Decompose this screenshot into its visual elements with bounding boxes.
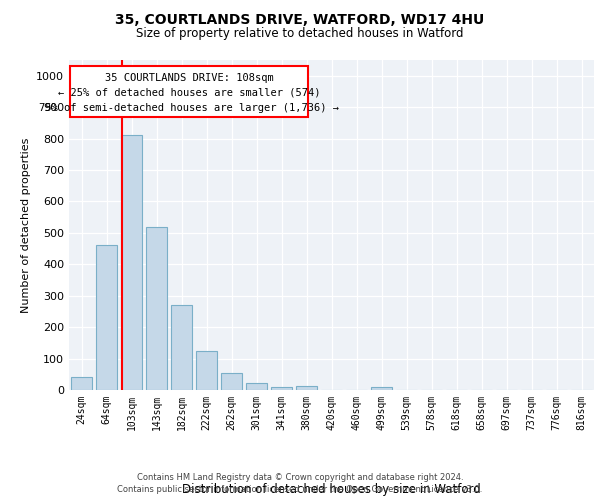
Bar [146, 226, 167, 390]
Bar [70, 66, 308, 116]
Bar [171, 305, 192, 390]
Bar [71, 378, 92, 390]
Bar [371, 388, 392, 390]
Text: 75% of semi-detached houses are larger (1,736) →: 75% of semi-detached houses are larger (… [39, 102, 339, 113]
Y-axis label: Number of detached properties: Number of detached properties [20, 138, 31, 312]
Text: ← 25% of detached houses are smaller (574): ← 25% of detached houses are smaller (57… [58, 88, 320, 98]
Text: Contains public sector information licensed under the Open Government Licence v3: Contains public sector information licen… [118, 485, 482, 494]
Text: Size of property relative to detached houses in Watford: Size of property relative to detached ho… [136, 28, 464, 40]
Bar [296, 386, 317, 390]
X-axis label: Distribution of detached houses by size in Watford: Distribution of detached houses by size … [182, 483, 481, 496]
Text: 35, COURTLANDS DRIVE, WATFORD, WD17 4HU: 35, COURTLANDS DRIVE, WATFORD, WD17 4HU [115, 12, 485, 26]
Bar [96, 246, 117, 390]
Bar [271, 387, 292, 390]
Text: Contains HM Land Registry data © Crown copyright and database right 2024.: Contains HM Land Registry data © Crown c… [137, 472, 463, 482]
Bar [121, 136, 142, 390]
Bar [196, 350, 217, 390]
Bar [221, 372, 242, 390]
Text: 35 COURTLANDS DRIVE: 108sqm: 35 COURTLANDS DRIVE: 108sqm [104, 73, 274, 83]
Bar [246, 383, 267, 390]
